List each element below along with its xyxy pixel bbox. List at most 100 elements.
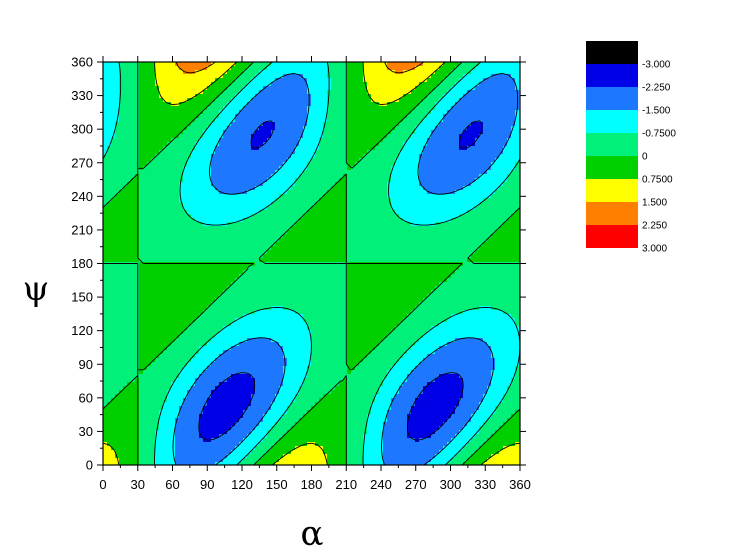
contour-cell (259, 298, 264, 303)
contour-cell (203, 378, 208, 383)
contour-cell (199, 390, 204, 395)
contour-cell (271, 62, 276, 67)
contour-cell (155, 370, 160, 375)
contour-cell (103, 238, 108, 243)
contour-cell (275, 310, 280, 315)
contour-cell (199, 174, 204, 179)
contour-cell (143, 234, 148, 239)
contour-cell (167, 134, 172, 139)
contour-cell (211, 102, 216, 107)
contour-cell (291, 342, 296, 347)
contour-cell (263, 314, 268, 319)
contour-cell (167, 418, 172, 423)
contour-cell (171, 374, 176, 379)
contour-cell (279, 406, 284, 411)
contour-cell (119, 314, 124, 319)
contour-cell (159, 154, 164, 159)
contour-cell (203, 462, 208, 465)
contour-cell (227, 370, 232, 375)
contour-cell (219, 346, 224, 351)
contour-cell (251, 358, 256, 363)
contour-cell (131, 438, 136, 443)
contour-cell (211, 282, 216, 287)
contour-cell (119, 170, 124, 175)
contour-cell (219, 406, 224, 411)
contour-cell (135, 290, 140, 295)
contour-cell (155, 162, 160, 167)
contour-cell (107, 142, 112, 147)
contour-cell (139, 374, 144, 379)
contour-cell (283, 186, 288, 191)
contour-cell (167, 310, 172, 315)
contour-cell (295, 354, 300, 359)
contour-cell (103, 286, 108, 291)
contour-cell (219, 342, 224, 347)
contour-cell (187, 406, 192, 411)
contour-cell (195, 98, 200, 103)
contour-cell (151, 382, 156, 387)
contour-cell (231, 158, 236, 163)
contour-cell (155, 202, 160, 207)
contour-cell (227, 218, 232, 223)
contour-cell (275, 298, 280, 303)
contour-cell (239, 178, 244, 183)
contour-cell (235, 326, 240, 331)
contour-cell (191, 206, 196, 211)
contour-cell (255, 166, 260, 171)
contour-cell (259, 314, 264, 319)
contour-cell (211, 90, 216, 95)
contour-cell (175, 142, 180, 147)
contour-cell (207, 266, 212, 271)
contour-cell (179, 426, 184, 431)
contour-cell (279, 250, 284, 255)
contour-cell (283, 326, 288, 331)
contour-cell (163, 310, 168, 315)
contour-cell (291, 306, 296, 311)
contour-cell (275, 454, 280, 459)
contour-cell (119, 130, 124, 135)
contour-cell (127, 446, 132, 451)
contour-cell (187, 62, 192, 67)
contour-cell (171, 402, 176, 407)
contour-cell (255, 270, 260, 275)
contour-cell (199, 170, 204, 175)
contour-cell (183, 350, 188, 355)
contour-cell (143, 158, 148, 163)
contour-cell (187, 166, 192, 171)
contour-cell (271, 394, 276, 399)
contour-cell (127, 434, 132, 439)
contour-cell (235, 230, 240, 235)
contour-cell (135, 454, 140, 459)
contour-cell (187, 110, 192, 115)
contour-cell (155, 126, 160, 131)
contour-cell (187, 66, 192, 71)
contour-cell (239, 290, 244, 295)
contour-cell (155, 310, 160, 315)
contour-cell (279, 422, 284, 427)
contour-cell (151, 90, 156, 95)
contour-cell (295, 274, 300, 279)
contour-cell (167, 350, 172, 355)
contour-cell (119, 254, 124, 259)
contour-cell (159, 186, 164, 191)
contour-cell (263, 254, 268, 259)
contour-cell (131, 370, 136, 375)
contour-cell (279, 66, 284, 71)
contour-cell (179, 370, 184, 375)
contour-cell (131, 250, 136, 255)
contour-cell (287, 166, 292, 171)
contour-cell (103, 198, 108, 203)
contour-cell (227, 190, 232, 195)
contour-cell (287, 194, 292, 199)
contour-cell (227, 298, 232, 303)
contour-cell (243, 218, 248, 223)
contour-cell (119, 330, 124, 335)
contour-cell (123, 414, 128, 419)
contour-cell (267, 326, 272, 331)
contour-cell (219, 314, 224, 319)
contour-cell (179, 174, 184, 179)
contour-cell (163, 306, 168, 311)
contour-cell (247, 406, 252, 411)
contour-cell (159, 262, 164, 267)
contour-cell (211, 174, 216, 179)
